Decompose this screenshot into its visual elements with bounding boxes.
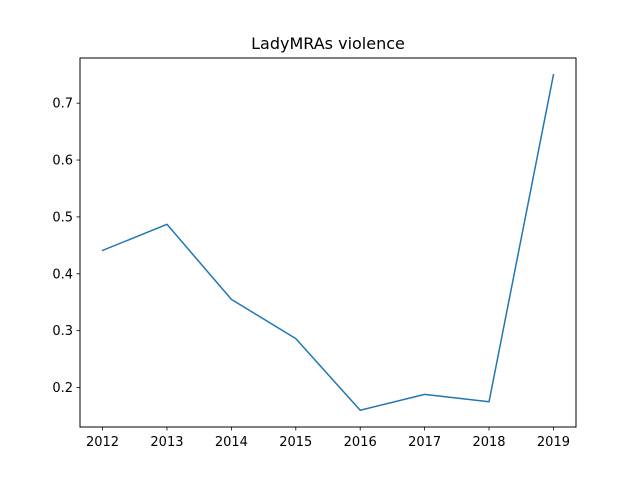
x-tick-label: 2016 — [344, 435, 377, 450]
x-tick-label: 2015 — [279, 435, 312, 450]
chart-title: LadyMRAs violence — [251, 34, 405, 53]
y-tick-label: 0.6 — [52, 154, 73, 169]
x-tick-label: 2019 — [537, 435, 570, 450]
x-tick-label: 2018 — [472, 435, 505, 450]
x-tick-label: 2017 — [408, 435, 441, 450]
y-tick-label: 0.3 — [52, 324, 73, 339]
x-tick-label: 2013 — [150, 435, 183, 450]
axes-frame — [79, 57, 577, 428]
x-tick-label: 2014 — [215, 435, 248, 450]
y-tick-label: 0.2 — [52, 381, 73, 396]
series-line — [101, 73, 555, 412]
y-tick-label: 0.4 — [52, 267, 73, 282]
y-tick-label: 0.7 — [52, 97, 73, 112]
x-tick-label: 2012 — [86, 435, 119, 450]
y-tick-label: 0.5 — [52, 210, 73, 225]
plot-area — [101, 73, 555, 412]
